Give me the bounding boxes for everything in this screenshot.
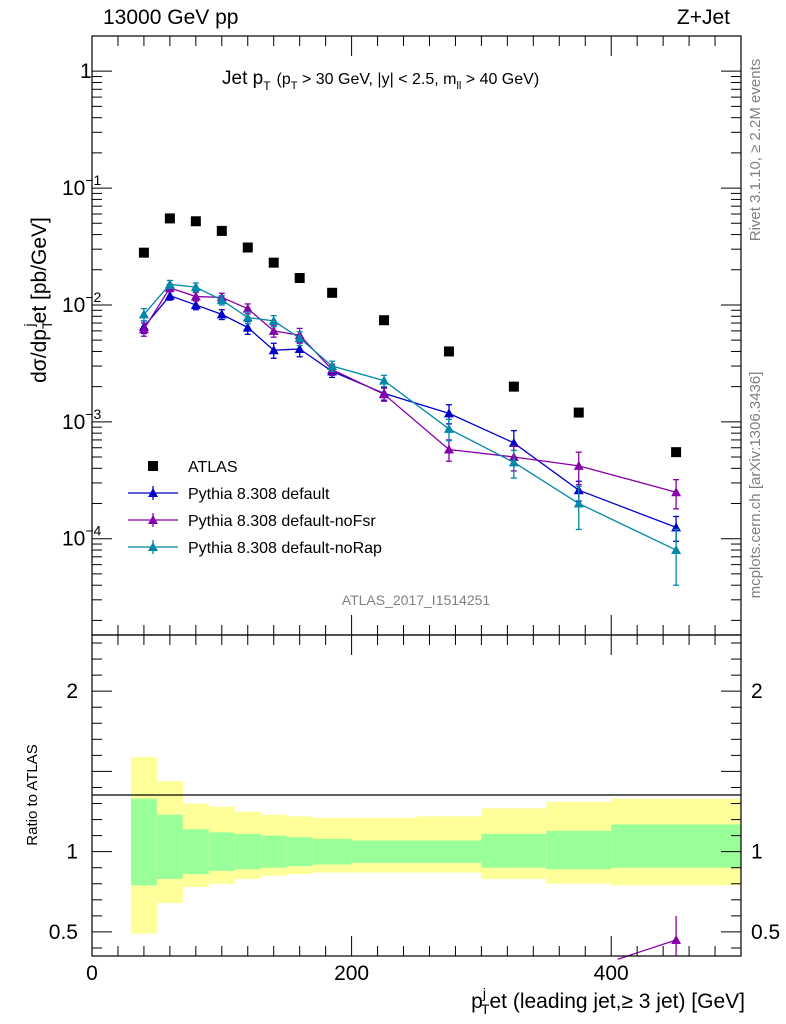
data-point-mc xyxy=(242,322,253,332)
legend-entry-label: Pythia 8.308 default-noFsr xyxy=(188,513,376,530)
data-point-mc xyxy=(294,343,305,353)
mcplots-label: mcplots.cern.ch [arXiv:1306.3436] xyxy=(747,372,764,599)
y-tick-label: 10−3 xyxy=(62,406,102,434)
ratio-inner-band xyxy=(286,837,313,867)
data-point-mc xyxy=(190,282,201,292)
data-point-mc xyxy=(164,279,175,289)
data-point-mc xyxy=(443,423,454,433)
data-point-mc xyxy=(443,408,454,418)
data-point-atlas xyxy=(242,242,253,253)
axis-ticks xyxy=(91,35,742,956)
data-point-atlas xyxy=(443,346,454,357)
data-point-mc xyxy=(268,315,279,325)
data-point-mc xyxy=(671,545,682,555)
ratio-inner-band xyxy=(312,838,352,865)
ratio-inner-band xyxy=(481,834,547,868)
data-point-atlas xyxy=(379,315,390,326)
data-point-mc xyxy=(294,333,305,343)
data-point-mc xyxy=(268,325,279,335)
data-point-mc xyxy=(216,295,227,305)
data-point-atlas xyxy=(138,247,149,258)
legend: ATLAS Pythia 8.308 default Pythia 8.308 de… xyxy=(128,459,382,557)
ratio-inner-band xyxy=(416,840,482,863)
data-point-atlas xyxy=(573,407,584,418)
data-point-mc xyxy=(268,345,279,355)
data-point-mc xyxy=(671,487,682,497)
ratio-y-tick-label-right: 2 xyxy=(751,680,763,703)
ratio-inner-band xyxy=(182,829,209,875)
ratio-inner-band xyxy=(546,830,612,870)
header-final-state: Z+Jet xyxy=(677,6,730,29)
y-tick-label: 10−4 xyxy=(62,523,102,551)
data-point-mc xyxy=(573,460,584,470)
data-point-mc xyxy=(379,389,390,399)
ratio-y-tick-label-right: 1 xyxy=(751,841,763,864)
ratio-uncertainty-bands xyxy=(130,756,741,934)
legend-marker-mc xyxy=(148,488,158,497)
data-point-atlas xyxy=(164,213,175,224)
data-point-mc xyxy=(379,375,390,385)
rivet-version-label: Rivet 3.1.10, ≥ 2.2M events xyxy=(747,59,764,242)
main-plot-series xyxy=(138,213,682,586)
data-point-mc xyxy=(138,309,149,319)
axis-tick-labels: 1 10−1 10−2 10−3 10−4 2 2 1 1 0.5 0.5 0 200 400 xyxy=(49,60,780,985)
data-point-mc xyxy=(216,309,227,319)
ratio-point xyxy=(671,934,682,944)
data-point-mc xyxy=(190,299,201,309)
ratio-inner-band xyxy=(156,814,183,879)
ratio-points xyxy=(617,915,682,960)
legend-marker-mc xyxy=(148,515,158,524)
ratio-inner-band xyxy=(611,824,741,868)
data-point-atlas xyxy=(190,216,201,227)
legend-marker-atlas xyxy=(148,461,158,471)
ratio-plot-frame xyxy=(91,634,742,957)
y-tick-label: 10−2 xyxy=(62,289,102,317)
data-point-atlas xyxy=(671,447,682,458)
ratio-inner-band xyxy=(260,835,287,868)
data-point-atlas xyxy=(216,225,227,236)
data-point-mc xyxy=(242,303,253,313)
data-point-atlas xyxy=(508,381,519,392)
data-point-mc xyxy=(508,437,519,447)
plot-title: Jet pT (pT > 30 GeV, |y| < 2.5, mll > 40 … xyxy=(222,68,539,93)
x-axis-label: pj Tet (leading jet,≥ 3 jet) [GeV] xyxy=(471,985,745,1017)
data-point-mc xyxy=(138,324,149,334)
x-tick-label: 200 xyxy=(334,962,369,985)
ratio-inner-band xyxy=(208,832,235,871)
y-tick-label: 1 xyxy=(80,60,92,83)
ratio-y-tick-label-right: 0.5 xyxy=(751,921,780,944)
ratio-y-tick-label: 0.5 xyxy=(49,921,78,944)
data-point-mc xyxy=(190,291,201,301)
x-tick-label: 0 xyxy=(86,962,98,985)
ratio-y-axis-label: Ratio to ATLAS xyxy=(24,744,41,845)
legend-marker-mc xyxy=(148,542,158,551)
y-axis-label: dσ/dpTjet [pb/GeV] xyxy=(21,217,55,383)
data-point-mc xyxy=(327,361,338,371)
analysis-watermark: ATLAS_2017_I1514251 xyxy=(342,592,491,608)
data-point-mc xyxy=(242,312,253,322)
data-point-mc xyxy=(508,457,519,467)
data-point-mc xyxy=(164,290,175,300)
legend-entry-label: Pythia 8.308 default-noRap xyxy=(188,540,382,557)
ratio-y-tick-label: 2 xyxy=(66,680,78,703)
legend-entry-label: Pythia 8.308 default xyxy=(188,486,330,503)
data-point-atlas xyxy=(294,273,305,284)
ratio-inner-band xyxy=(351,840,417,863)
legend-entry-label: ATLAS xyxy=(188,459,238,476)
data-point-atlas xyxy=(268,257,279,268)
ratio-y-tick-label: 1 xyxy=(66,841,78,864)
data-point-mc xyxy=(573,498,584,508)
ratio-inner-band xyxy=(234,834,261,870)
data-point-mc xyxy=(443,444,454,454)
ratio-inner-band xyxy=(130,798,157,886)
header-process: 13000 GeV pp xyxy=(103,6,238,29)
y-tick-label: 10−1 xyxy=(62,172,102,200)
data-point-atlas xyxy=(327,287,338,298)
x-tick-label: 400 xyxy=(594,962,629,985)
